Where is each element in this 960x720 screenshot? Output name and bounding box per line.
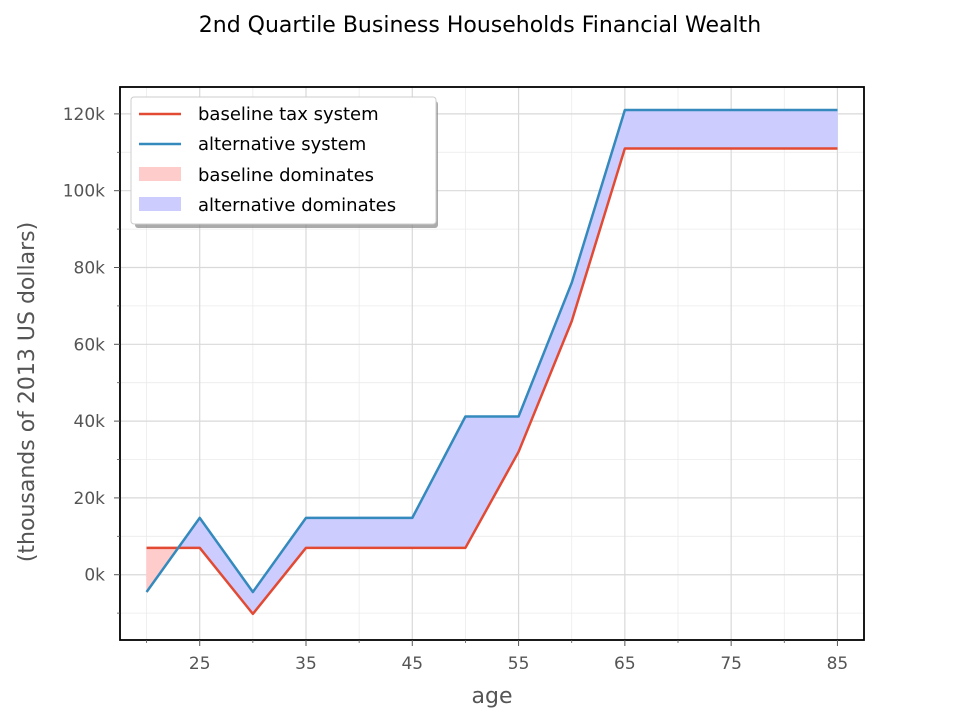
dominance-fills <box>146 109 838 615</box>
x-tick-label: 85 <box>827 654 849 674</box>
x-axis: 25 35 45 55 65 75 85 <box>146 640 849 674</box>
legend: baseline tax system alternative system b… <box>130 96 438 228</box>
y-tick-label: 60k <box>74 335 106 355</box>
y-axis: 0k 20k 40k 60k 80k 100k 120k <box>63 105 120 614</box>
y-tick-label: 120k <box>63 105 105 125</box>
fill-alternative-dominates <box>783 109 838 149</box>
y-tick-label: 80k <box>74 258 106 278</box>
line-alternative-system <box>145 108 838 594</box>
x-tick-label: 45 <box>401 654 423 674</box>
x-tick-label: 65 <box>614 654 636 674</box>
y-tick-label: 100k <box>63 182 105 202</box>
fill-alternative-dominates <box>730 109 785 149</box>
x-tick-label: 55 <box>508 654 530 674</box>
legend-label-alternative-dominates: alternative dominates <box>198 195 396 216</box>
legend-swatch-alternative-dominates <box>139 197 181 211</box>
legend-label-baseline-dominates: baseline dominates <box>198 165 374 186</box>
y-tick-label: 20k <box>74 489 106 509</box>
fill-alternative-dominates <box>358 517 413 549</box>
y-axis-label: (thousands of 2013 US dollars) <box>15 222 40 562</box>
series-lines <box>145 108 838 616</box>
x-axis-label: age <box>472 684 513 709</box>
legend-swatch-baseline-dominates <box>139 167 181 181</box>
y-tick-label: 0k <box>84 566 105 586</box>
plot-frame <box>119 86 865 641</box>
x-tick-label: 25 <box>189 654 211 674</box>
line-baseline-tax-system <box>146 147 838 616</box>
fill-alternative-dominates <box>305 517 360 549</box>
legend-label-alternative: alternative system <box>198 134 366 155</box>
x-tick-label: 75 <box>720 654 742 674</box>
fill-alternative-dominates <box>624 109 679 149</box>
chart-title: 2nd Quartile Business Households Financi… <box>199 13 761 38</box>
minor-gridlines <box>120 87 864 640</box>
legend-box <box>130 96 437 225</box>
legend-label-baseline: baseline tax system <box>198 104 379 125</box>
x-tick-label: 35 <box>295 654 317 674</box>
fill-alternative-dominates <box>677 109 732 149</box>
y-tick-label: 40k <box>74 412 106 432</box>
